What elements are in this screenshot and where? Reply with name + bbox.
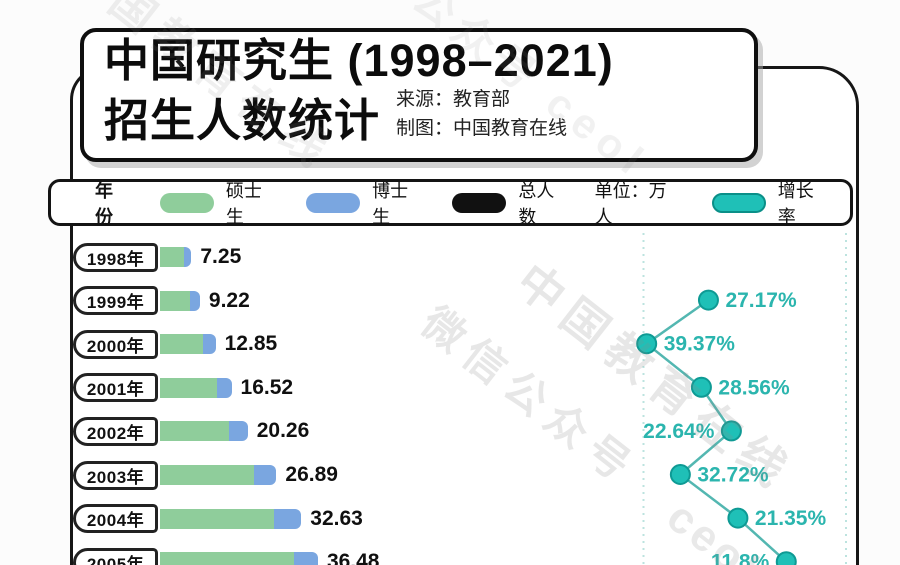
legend-item-growth: 增长率 — [711, 177, 828, 229]
doctors-segment — [203, 334, 216, 355]
source-text: 来源：教育部 — [396, 89, 511, 111]
doctors-segment — [216, 377, 232, 398]
growth-swatch-icon — [711, 192, 766, 213]
growth-value-label: 27.17% — [725, 289, 797, 312]
page-title-line2: 招生人数统计 — [104, 95, 381, 146]
legend-item-total: 总人数 — [452, 177, 568, 229]
total-value: 20.26 — [256, 419, 310, 443]
growth-value-label: 28.56% — [718, 376, 790, 399]
year-pill: 2000年 — [73, 329, 158, 359]
total-value: 9.22 — [208, 288, 250, 312]
growth-point — [720, 420, 742, 442]
total-value: 12.85 — [224, 332, 278, 356]
stacked-bar — [160, 247, 192, 267]
page-title: 中国研究生 (1998–2021) — [104, 35, 614, 86]
growth-point — [697, 289, 719, 311]
masters-segment — [160, 247, 184, 267]
total-value: 16.52 — [240, 375, 294, 399]
stacked-bar — [160, 290, 200, 311]
year-pill: 2002年 — [73, 416, 158, 446]
growth-point — [690, 376, 712, 398]
masters-segment — [160, 290, 191, 311]
year-pill: 1999年 — [73, 286, 158, 316]
masters-segment — [160, 508, 275, 529]
chart-row: 2002年 20.26 — [73, 416, 309, 446]
year-pill: 2004年 — [73, 504, 158, 534]
chart-row: 2001年 16.52 — [73, 373, 293, 403]
title-card: 中国研究生 (1998–2021) 招生人数统计 来源：教育部 制图：中国教育在… — [80, 28, 758, 162]
stacked-bar — [160, 377, 232, 398]
chart-row: 2003年 26.89 — [73, 460, 338, 490]
masters-segment — [160, 421, 230, 442]
chart-row: 2004年 32.63 — [73, 504, 363, 534]
total-swatch-icon — [452, 192, 507, 213]
growth-value-label: 32.72% — [697, 464, 769, 487]
growth-value-label: 39.37% — [664, 333, 736, 356]
growth-point — [727, 507, 749, 529]
growth-point — [636, 333, 658, 355]
masters-segment — [160, 377, 217, 398]
masters-swatch-icon — [159, 192, 214, 213]
stacked-bar — [160, 421, 248, 442]
legend-growth-label: 增长率 — [777, 180, 814, 227]
legend-doctors-label: 博士生 — [372, 180, 409, 227]
growth-value-label: 22.64% — [643, 420, 715, 443]
growth-value-label: 21.35% — [755, 507, 827, 530]
masters-segment — [160, 465, 255, 485]
chart-row: 2000年 12.85 — [73, 329, 277, 359]
doctors-segment — [274, 508, 302, 529]
doctors-segment — [254, 465, 277, 485]
doctors-segment — [294, 552, 318, 565]
year-pill: 1998年 — [73, 242, 158, 272]
year-pill: 2003年 — [73, 460, 158, 490]
legend-item-doctors: 博士生 — [306, 177, 422, 229]
legend-year-label: 年份 — [95, 180, 113, 227]
legend-total-label: 总人数 — [518, 180, 555, 227]
total-value: 36.48 — [326, 550, 380, 565]
stacked-bar — [160, 334, 216, 355]
total-value: 7.25 — [200, 245, 242, 268]
total-value: 32.63 — [310, 506, 363, 530]
credit-text: 制图：中国教育在线 — [396, 117, 568, 139]
total-value: 26.89 — [285, 463, 338, 486]
masters-segment — [160, 552, 295, 565]
source-block: 来源：教育部 制图：中国教育在线 — [396, 86, 567, 146]
chart-row: 1998年 7.25 — [73, 242, 241, 272]
masters-segment — [160, 334, 204, 355]
year-pill: 2005年 — [73, 547, 158, 565]
growth-value-label: 11.8% — [711, 551, 770, 565]
stacked-bar — [160, 552, 318, 565]
stacked-bar — [160, 465, 277, 485]
doctors-swatch-icon — [306, 192, 361, 213]
chart-row: 1999年 9.22 — [73, 286, 250, 316]
legend: 年份 硕士生 博士生 总人数 单位：万人 增长率 — [48, 177, 853, 229]
year-pill: 2001年 — [73, 373, 158, 403]
growth-point — [669, 464, 691, 485]
unit-label: 单位：万人 — [594, 180, 667, 227]
legend-masters-label: 硕士生 — [225, 180, 262, 227]
stacked-bar — [160, 508, 302, 529]
legend-item-masters: 硕士生 — [159, 177, 276, 229]
doctors-segment — [183, 247, 192, 267]
chart-row: 2005年 36.48 — [73, 547, 380, 565]
title-row2: 招生人数统计 来源：教育部 制图：中国教育在线 — [104, 86, 736, 146]
doctors-segment — [190, 290, 200, 311]
growth-point — [775, 551, 797, 565]
doctors-segment — [229, 421, 248, 442]
